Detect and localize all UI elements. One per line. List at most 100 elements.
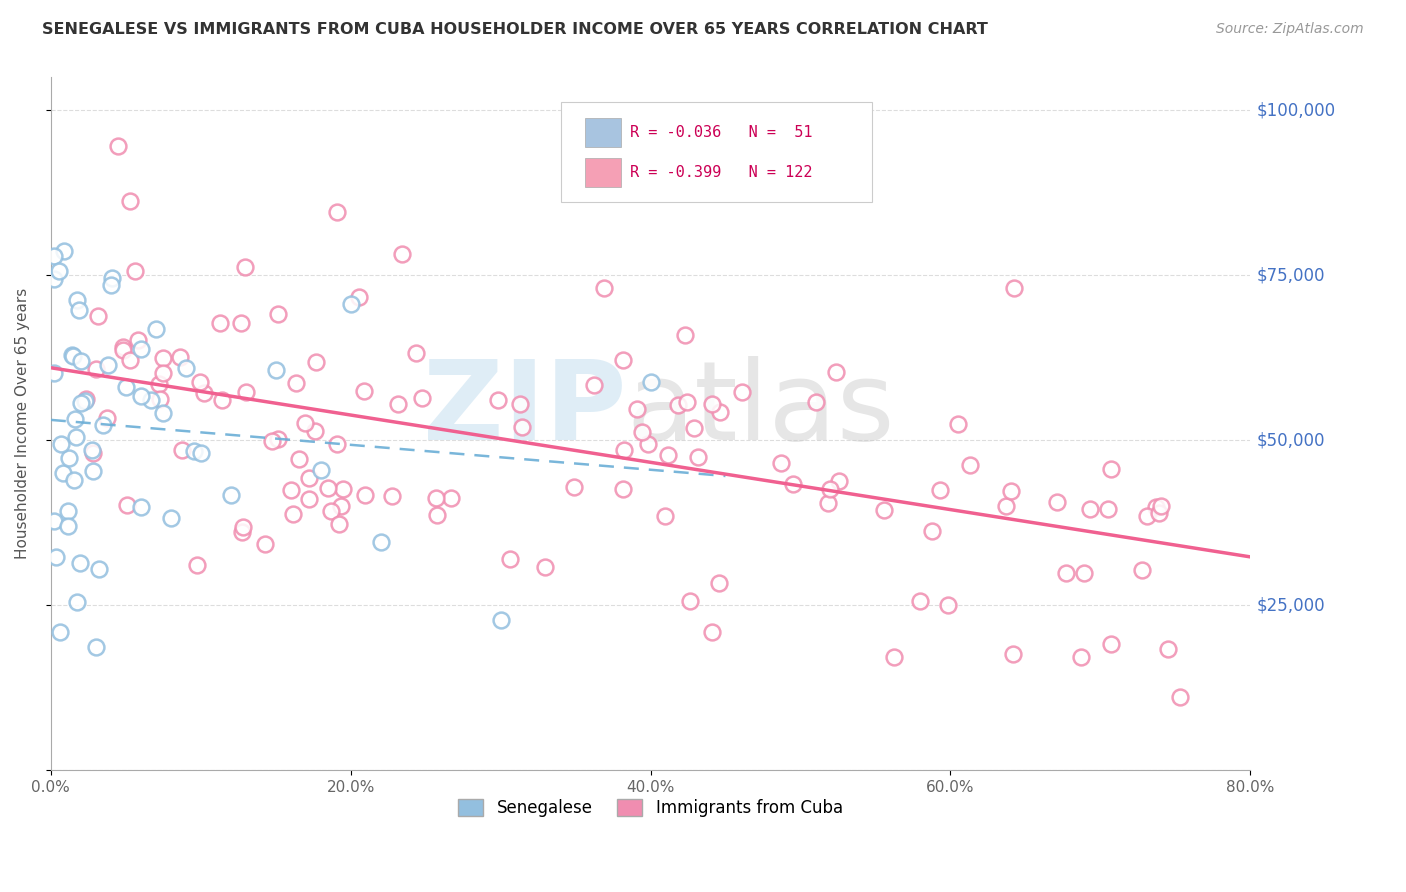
Point xyxy=(1002,647,1025,661)
Point xyxy=(908,593,931,607)
Point xyxy=(45,549,67,564)
Point xyxy=(411,391,433,405)
Point xyxy=(260,434,283,448)
Point xyxy=(489,613,512,627)
Point xyxy=(1073,566,1095,580)
Point xyxy=(281,507,304,521)
Point xyxy=(381,490,404,504)
Point xyxy=(87,309,110,323)
Point xyxy=(75,392,97,407)
FancyBboxPatch shape xyxy=(561,102,872,202)
Point xyxy=(1002,281,1025,295)
Point xyxy=(56,518,79,533)
Point xyxy=(170,443,193,458)
Point xyxy=(387,397,409,411)
Point xyxy=(654,508,676,523)
Point xyxy=(280,483,302,498)
Point xyxy=(921,524,943,538)
Point xyxy=(354,488,377,502)
Text: atlas: atlas xyxy=(627,357,896,463)
Text: R = -0.399   N = 122: R = -0.399 N = 122 xyxy=(630,165,813,180)
Point xyxy=(769,456,792,470)
Text: $100,000: $100,000 xyxy=(1256,102,1336,120)
Point xyxy=(58,504,80,518)
Point xyxy=(42,249,65,263)
Point xyxy=(107,139,129,153)
Point xyxy=(49,625,72,640)
Point xyxy=(1099,462,1122,476)
Point xyxy=(75,394,97,409)
Point xyxy=(1168,690,1191,704)
Point xyxy=(994,499,1017,513)
Point xyxy=(211,392,233,407)
Point xyxy=(498,552,520,566)
Point xyxy=(946,417,969,431)
Point xyxy=(129,500,152,515)
Point xyxy=(82,463,104,477)
Point xyxy=(127,333,149,347)
Point xyxy=(219,488,242,502)
Point xyxy=(731,384,754,399)
Point xyxy=(111,340,134,354)
Point xyxy=(509,397,531,411)
Point xyxy=(152,351,174,365)
Point xyxy=(86,362,108,376)
Point xyxy=(1150,499,1173,513)
Point xyxy=(100,278,122,293)
Point xyxy=(1046,495,1069,509)
Point xyxy=(288,452,311,467)
Text: ZIP: ZIP xyxy=(423,357,627,463)
Point xyxy=(562,480,585,494)
Point xyxy=(231,524,253,539)
Point xyxy=(114,380,136,394)
Point xyxy=(936,598,959,612)
Point xyxy=(1078,502,1101,516)
Point xyxy=(233,260,256,275)
Point xyxy=(688,450,710,464)
FancyBboxPatch shape xyxy=(585,118,620,146)
Point xyxy=(152,366,174,380)
Point xyxy=(1000,483,1022,498)
Point xyxy=(328,517,350,532)
Point xyxy=(298,491,321,506)
Point xyxy=(152,406,174,420)
Text: SENEGALESE VS IMMIGRANTS FROM CUBA HOUSEHOLDER INCOME OVER 65 YEARS CORRELATION : SENEGALESE VS IMMIGRANTS FROM CUBA HOUSE… xyxy=(42,22,988,37)
Point xyxy=(818,482,841,496)
Point xyxy=(115,498,138,512)
Point xyxy=(675,395,697,409)
Point xyxy=(63,474,86,488)
Point xyxy=(626,401,648,416)
Point xyxy=(304,355,326,369)
Point xyxy=(425,491,447,506)
Point xyxy=(817,496,839,510)
Point xyxy=(657,449,679,463)
Text: Source: ZipAtlas.com: Source: ZipAtlas.com xyxy=(1216,22,1364,37)
Point xyxy=(326,204,349,219)
Point xyxy=(700,397,723,411)
Point xyxy=(510,420,533,434)
Legend: Senegalese, Immigrants from Cuba: Senegalese, Immigrants from Cuba xyxy=(451,792,849,824)
Point xyxy=(63,411,86,425)
Point xyxy=(353,384,375,399)
Point xyxy=(1099,636,1122,650)
Point xyxy=(188,375,211,389)
Point xyxy=(1147,506,1170,520)
Point xyxy=(82,446,104,460)
Point xyxy=(486,392,509,407)
Text: R = -0.036   N =  51: R = -0.036 N = 51 xyxy=(630,125,813,140)
Point xyxy=(69,396,91,410)
Point xyxy=(42,272,65,286)
Point xyxy=(929,483,952,497)
Point xyxy=(304,425,326,439)
Point xyxy=(439,491,461,505)
Point xyxy=(129,342,152,356)
Point xyxy=(267,307,290,321)
Point xyxy=(700,624,723,639)
Point xyxy=(118,194,141,209)
Point xyxy=(319,504,342,518)
Point xyxy=(666,398,689,412)
Point xyxy=(824,365,846,379)
Point xyxy=(183,444,205,458)
Point xyxy=(193,385,215,400)
Point xyxy=(66,594,89,608)
